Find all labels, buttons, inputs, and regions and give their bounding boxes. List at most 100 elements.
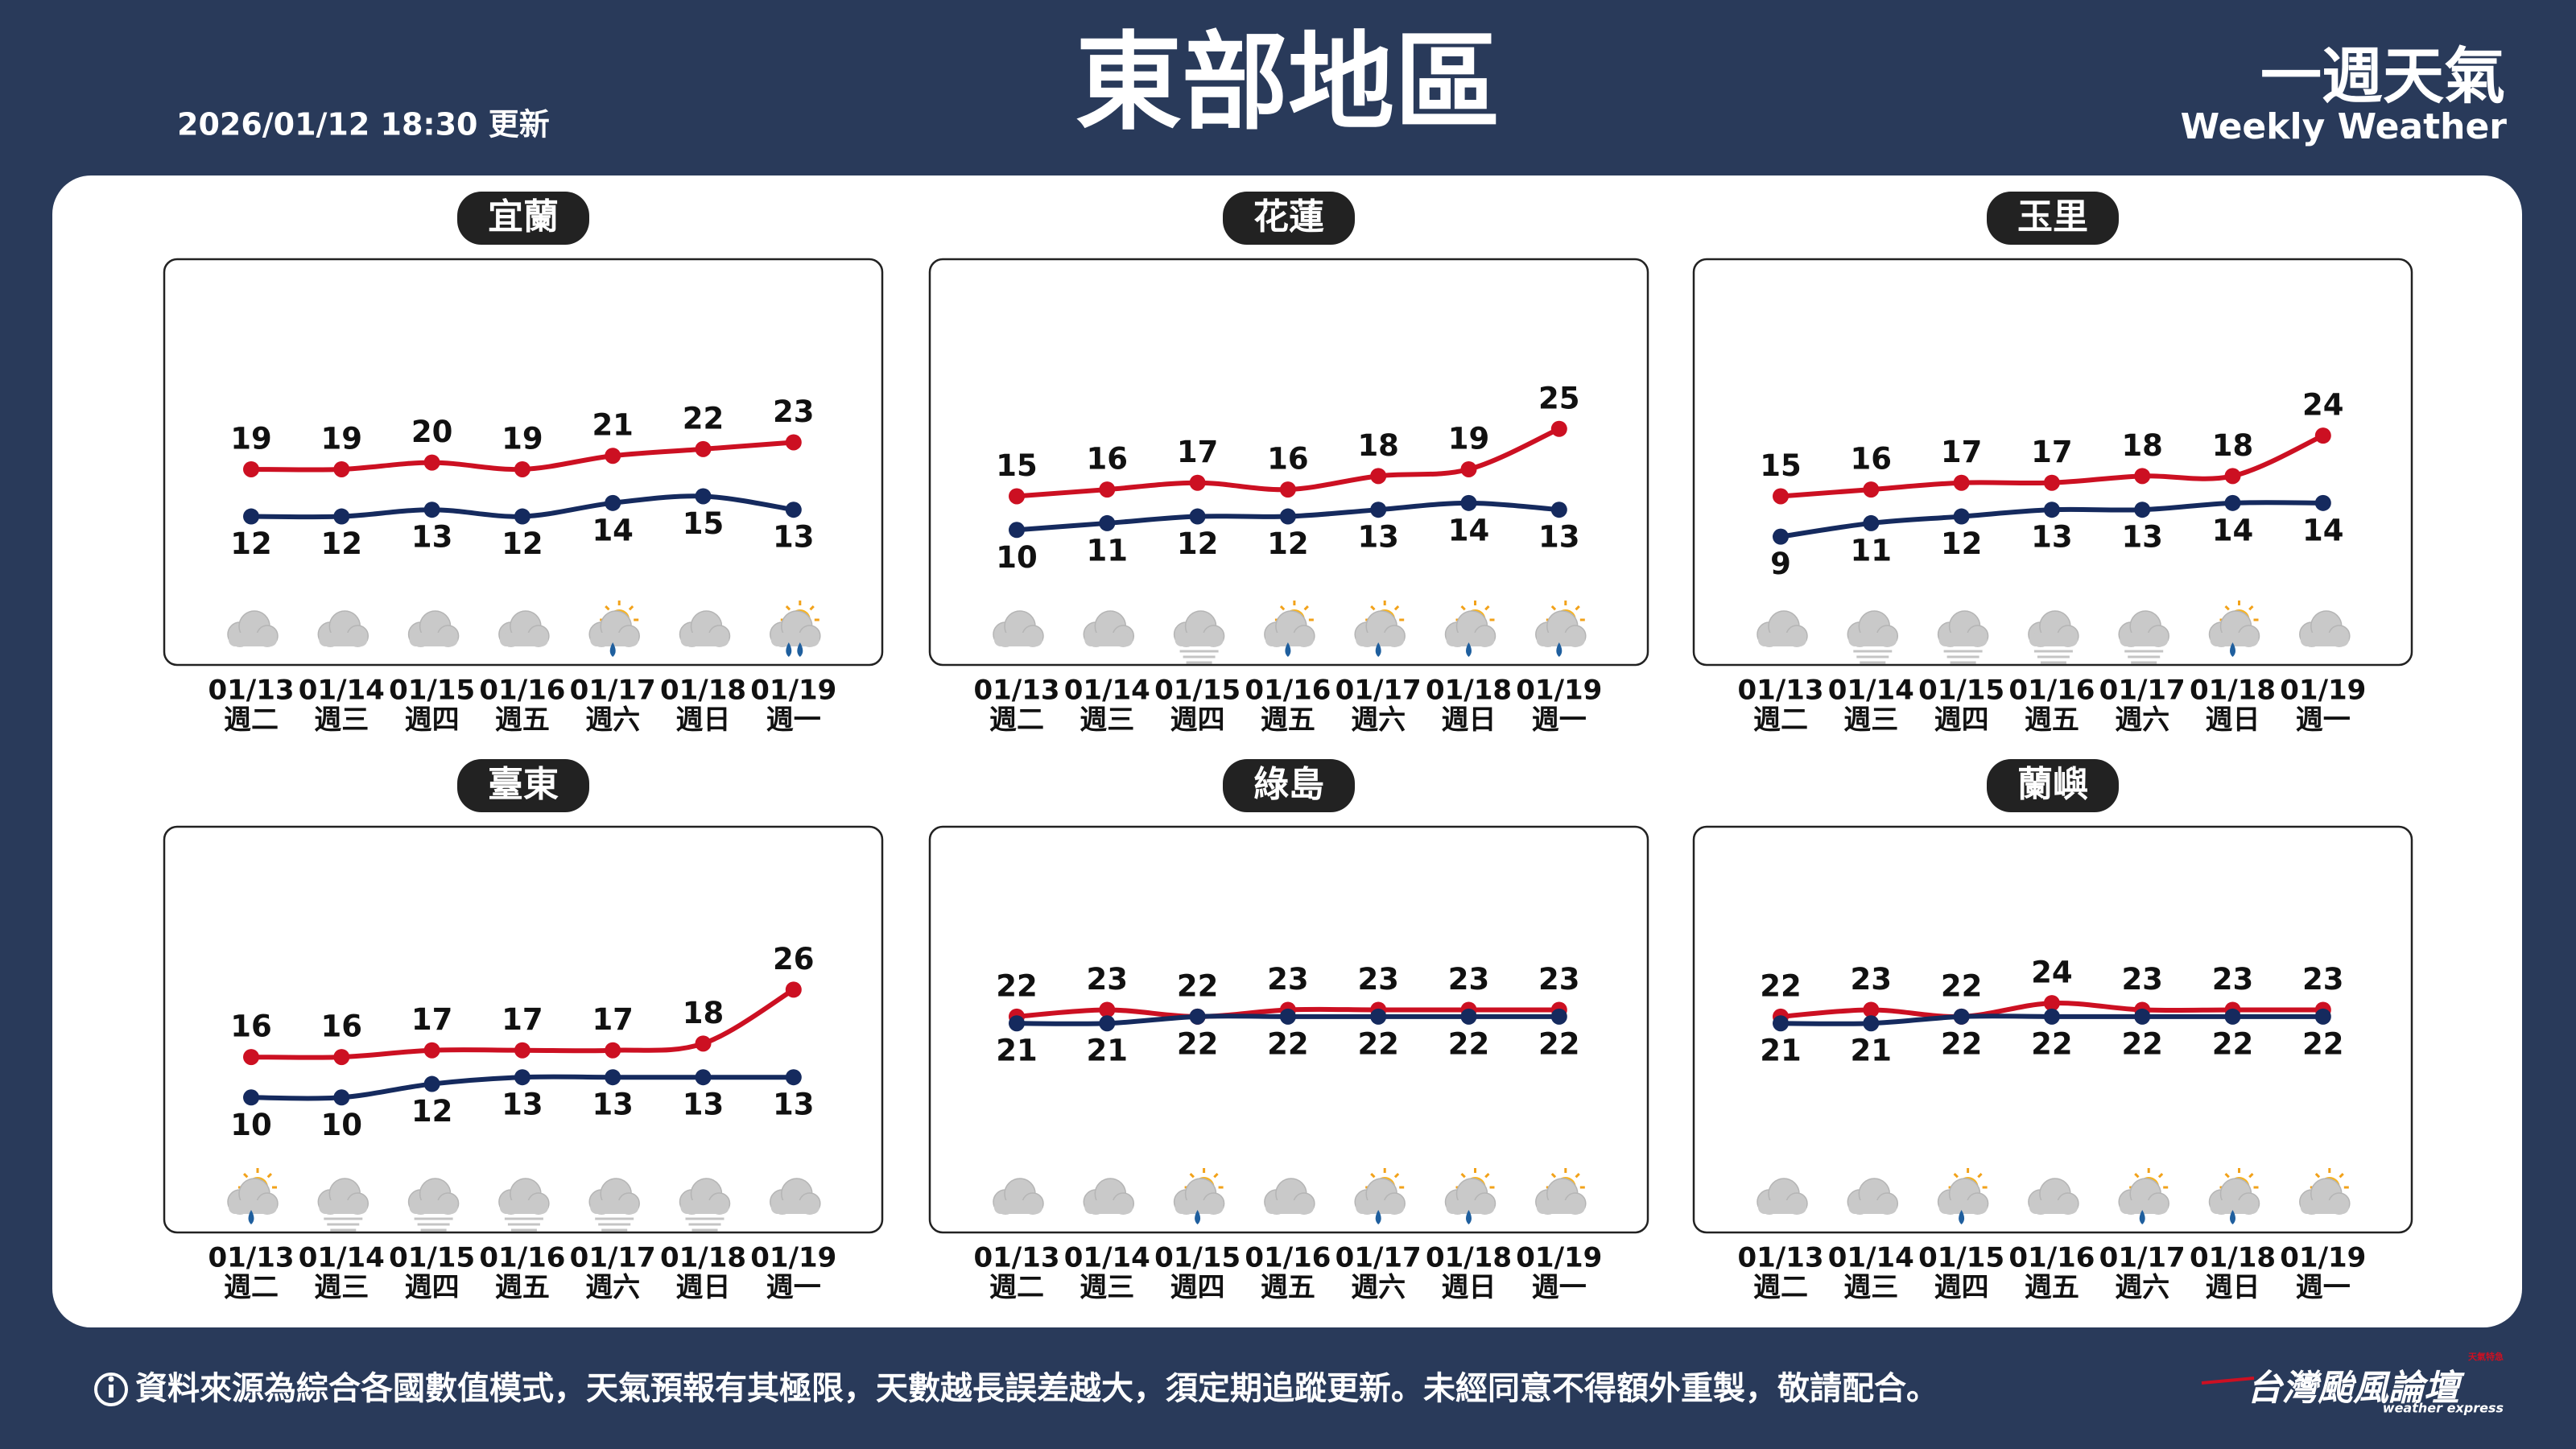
x-tick-label: 01/17 [2099, 675, 2186, 707]
data-label: 23 [1267, 962, 1309, 997]
temperature-point [2224, 1008, 2241, 1025]
data-label: 13 [592, 1088, 634, 1122]
cloud-base [229, 1200, 277, 1214]
rain-drop [2139, 1210, 2145, 1224]
weather-icon [1847, 610, 1899, 664]
cloud-base [2210, 633, 2259, 646]
weather-icon [407, 1178, 460, 1232]
weather-icon [2118, 1168, 2169, 1224]
data-label: 25 [1538, 381, 1580, 415]
x-tick-label: 01/19 [2280, 675, 2366, 707]
data-label: 23 [1538, 962, 1580, 997]
data-label: 24 [2031, 956, 2073, 990]
info-icon-stem [109, 1385, 114, 1397]
sun-ray [2339, 1172, 2344, 1179]
data-label: 13 [1357, 520, 1399, 555]
cloud-base [499, 1200, 548, 1214]
temperature-point [695, 1035, 712, 1052]
sun-ray [2134, 1172, 2140, 1179]
cloud-base [1174, 633, 1224, 646]
cloud-base [1356, 1200, 1405, 1214]
temperature-point [333, 1049, 350, 1066]
weekday-label: 週日 [1442, 704, 1496, 737]
cloud-base [1084, 1200, 1133, 1214]
x-tick-label: 01/13 [1737, 1242, 1823, 1274]
sun-ray [1484, 1172, 1490, 1179]
temperature-point [605, 1042, 621, 1059]
temperature-point [785, 502, 802, 518]
cloud-base [2120, 1200, 2169, 1214]
panel [163, 825, 884, 1234]
data-label: 23 [773, 394, 815, 429]
page-title: 東部地區 [1075, 21, 1501, 145]
temperature-point [2224, 494, 2241, 511]
temperature-point [1953, 1008, 1970, 1025]
temperature-point [1863, 514, 1880, 531]
temperature-point [243, 1089, 259, 1106]
weather-icon [1937, 1168, 1989, 1224]
weekday-label: 週六 [2115, 704, 2169, 737]
panel [1692, 258, 2413, 667]
data-label: 16 [321, 1009, 363, 1044]
data-label: 21 [996, 1034, 1038, 1068]
logo: 台灣颱風論壇 [2247, 1368, 2465, 1409]
weather-icon [1757, 1178, 1808, 1215]
panel-title-pill [1223, 759, 1355, 812]
weekday-label: 週三 [314, 1272, 369, 1304]
rain-drop [1375, 1210, 1381, 1224]
temperature-point [2314, 494, 2331, 511]
temperature-point [2314, 427, 2331, 444]
cloud-base [994, 633, 1042, 646]
data-label: 22 [1267, 1026, 1309, 1061]
cloud-base [499, 633, 548, 646]
weather-icon [1444, 601, 1496, 657]
x-tick-label: 01/14 [1064, 675, 1150, 707]
temperature-point [1953, 474, 1970, 491]
temperature-point [243, 508, 259, 525]
panel-title: 宜蘭 [488, 196, 559, 237]
weekday-label: 週五 [2025, 1272, 2079, 1304]
cloud-base [1938, 1200, 1988, 1214]
rain-drop [248, 1210, 254, 1224]
cloud-base [1536, 633, 1585, 646]
rain-drop [1959, 1210, 1965, 1224]
temperature-point [605, 494, 621, 511]
data-label: 17 [411, 1002, 453, 1037]
weekday-label: 週三 [1080, 1272, 1134, 1304]
weekday-label: 週五 [1261, 1272, 1315, 1304]
x-tick-label: 01/15 [1154, 1242, 1241, 1274]
panel-title-pill [457, 759, 589, 812]
cloud-base [1446, 633, 1495, 646]
weather-icon [2028, 610, 2079, 664]
sun-ray [1550, 605, 1557, 611]
weekday-label: 週五 [1261, 704, 1315, 737]
x-tick-label: 01/15 [1154, 675, 1241, 707]
data-label: 23 [1087, 962, 1129, 997]
x-tick-label: 01/15 [389, 675, 475, 707]
temperature-point [785, 1069, 802, 1086]
data-label: 19 [1448, 421, 1490, 456]
weather-icon [498, 610, 550, 647]
data-label: 15 [996, 448, 1038, 483]
weather-icon [1757, 610, 1808, 647]
data-label: 15 [1760, 448, 1802, 483]
temperature-point [2043, 502, 2060, 518]
data-label: 12 [1941, 526, 1983, 561]
temperature-point [514, 1069, 530, 1086]
temperature-point [2224, 468, 2241, 485]
temperature-point [1099, 481, 1116, 498]
data-label: 14 [592, 513, 634, 547]
data-label: 22 [2212, 1026, 2254, 1061]
weekday-label: 週四 [1934, 704, 1989, 737]
data-label: 23 [2121, 962, 2163, 997]
x-tick-label: 01/13 [208, 1242, 294, 1274]
data-label: 12 [230, 526, 272, 561]
temperature-point [2314, 1008, 2331, 1025]
weather-icon [1264, 601, 1315, 657]
x-tick-label: 01/19 [750, 1242, 836, 1274]
weekday-label: 週六 [1351, 1272, 1406, 1304]
temperature-point [2134, 502, 2151, 518]
panel-title: 臺東 [488, 764, 559, 805]
temperature-point [514, 508, 530, 525]
